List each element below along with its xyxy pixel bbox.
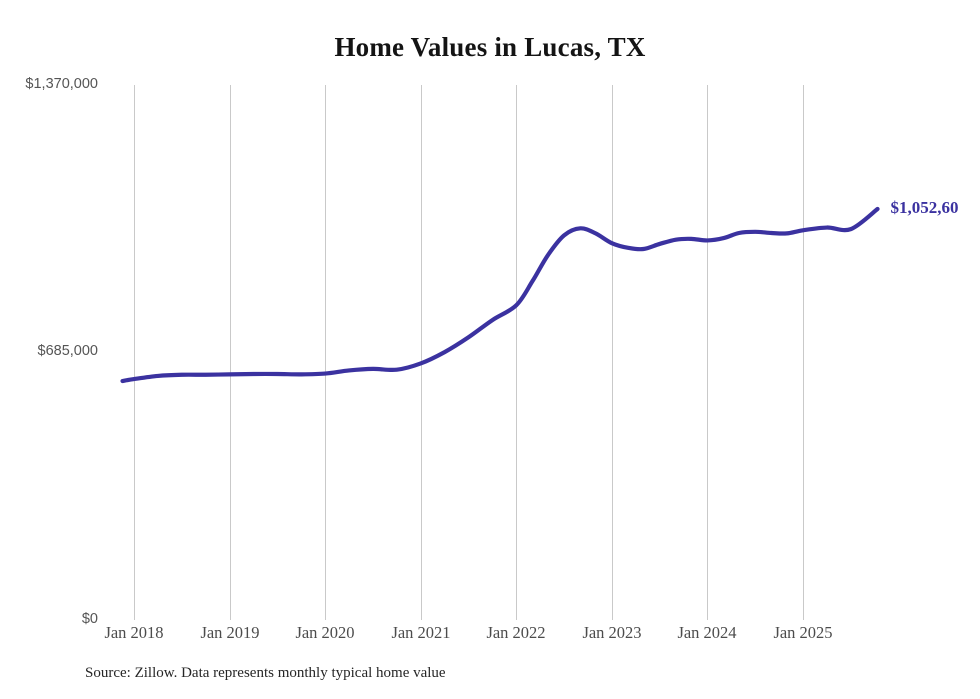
gridline-jan-2020 (325, 85, 326, 620)
xtick-label-jan-2021: Jan 2021 (391, 623, 451, 642)
xtick-label-jan-2025: Jan 2025 (773, 623, 833, 642)
gridline-jan-2023 (612, 85, 613, 620)
ytick-label-bottom: $0 (81, 611, 98, 627)
chart-title: Home Values in Lucas, TX (334, 32, 646, 62)
xtick-label-jan-2023: Jan 2023 (582, 623, 642, 642)
gridline-jan-2018 (134, 85, 135, 620)
home-value-line (120, 206, 880, 384)
series-end-value-label: $1,052,60 (890, 197, 959, 217)
xtick-label-jan-2019: Jan 2019 (200, 623, 260, 642)
ytick-label-mid: $685,000 (37, 343, 98, 359)
source-note: Source: Zillow. Data represents monthly … (85, 665, 446, 681)
ytick-label-top: $1,370,000 (25, 76, 98, 92)
gridline-jan-2025 (803, 85, 804, 620)
gridline-jan-2024 (707, 85, 708, 620)
xtick-label-jan-2022: Jan 2022 (486, 623, 546, 642)
xtick-label-jan-2024: Jan 2024 (677, 623, 737, 642)
gridline-jan-2021 (421, 85, 422, 620)
xtick-label-jan-2020: Jan 2020 (295, 623, 355, 642)
xtick-label-jan-2018: Jan 2018 (104, 623, 164, 642)
gridline-jan-2019 (230, 85, 231, 620)
gridline-jan-2022 (516, 85, 517, 620)
